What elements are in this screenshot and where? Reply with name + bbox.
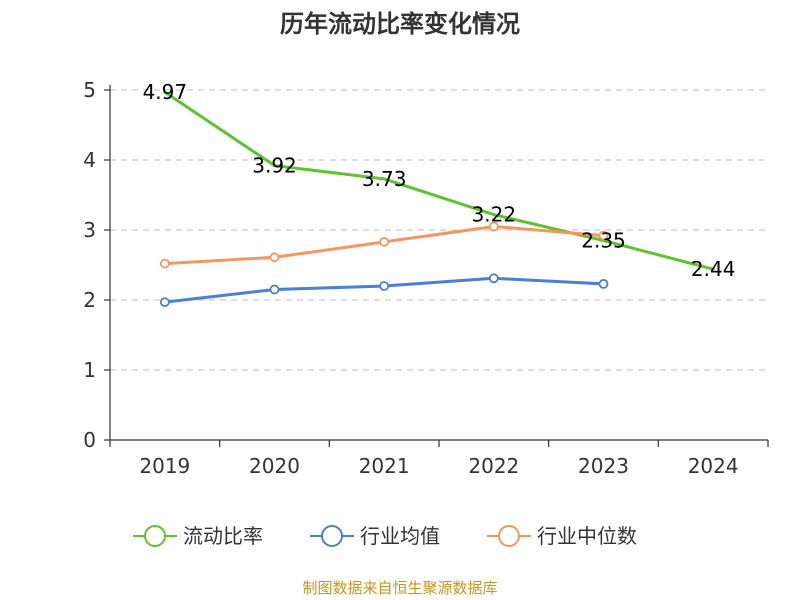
axes: 0 1 2 3 4 5 2019 2020 2021 2022 2023 2024 xyxy=(83,78,769,478)
x-tick-label: 2019 xyxy=(139,454,190,478)
legend-label: 行业中位数 xyxy=(537,524,637,548)
series-layer xyxy=(159,90,715,308)
data-point xyxy=(488,221,499,232)
x-tick-label: 2020 xyxy=(249,454,300,478)
y-tick-label: 1 xyxy=(83,358,96,382)
data-point xyxy=(598,230,609,241)
data-point xyxy=(379,281,390,291)
legend: 流动比率 行业均值 行业中位数 xyxy=(133,524,637,548)
grid xyxy=(110,89,768,371)
data-point xyxy=(598,278,609,289)
legend-item: 流动比率 xyxy=(133,524,263,548)
legend-item: 行业均值 xyxy=(310,524,440,548)
legend-item: 行业中位数 xyxy=(487,524,637,548)
data-labels: 4.97 3.92 3.73 3.22 2.35 2.44 xyxy=(143,80,736,281)
data-point xyxy=(379,236,390,247)
data-label: 2.44 xyxy=(691,257,736,281)
legend-label: 流动比率 xyxy=(183,524,263,548)
data-point xyxy=(269,252,280,263)
data-point xyxy=(159,297,170,308)
y-tick-label: 2 xyxy=(83,288,96,312)
x-tick-label: 2022 xyxy=(468,454,519,478)
data-point xyxy=(159,258,170,269)
data-label: 3.92 xyxy=(252,154,297,178)
data-point xyxy=(269,284,280,295)
y-tick-label: 5 xyxy=(83,78,96,102)
data-point xyxy=(488,273,499,284)
series-line xyxy=(163,90,715,271)
source-note: 制图数据来自恒生聚源数据库 xyxy=(302,579,497,597)
legend-marker xyxy=(144,525,166,547)
chart-title: 历年流动比率变化情况 xyxy=(280,10,520,38)
x-tick-label: 2024 xyxy=(688,454,739,478)
data-label: 2.35 xyxy=(581,229,626,253)
y-tick-label: 4 xyxy=(83,148,96,172)
data-label: 3.73 xyxy=(362,167,407,191)
y-tick-label: 3 xyxy=(83,218,96,242)
y-tick-label: 0 xyxy=(83,428,96,452)
legend-label: 行业均值 xyxy=(360,524,440,548)
x-tick-label: 2021 xyxy=(359,454,410,478)
legend-marker xyxy=(321,525,343,547)
data-label: 4.97 xyxy=(143,80,188,104)
x-tick-label: 2023 xyxy=(578,454,629,478)
data-label: 3.22 xyxy=(472,203,517,227)
legend-marker xyxy=(498,525,520,547)
